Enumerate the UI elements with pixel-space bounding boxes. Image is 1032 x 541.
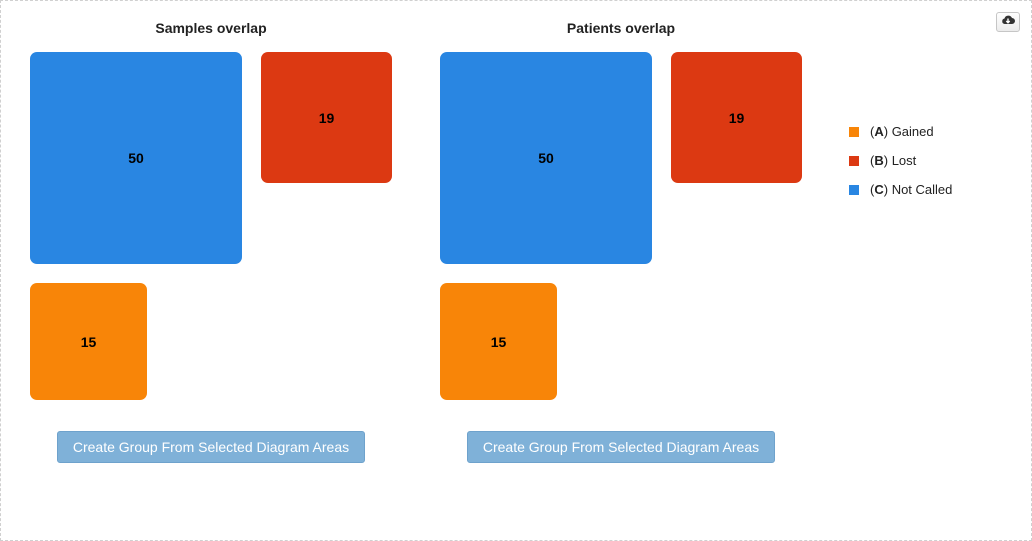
- patients-region-c-count: 50: [538, 150, 554, 166]
- patients-region-b-count: 19: [728, 109, 745, 126]
- samples-region-a[interactable]: 15: [30, 283, 147, 400]
- patients-overlap-title: Patients overlap: [566, 20, 676, 36]
- patients-region-b[interactable]: 19: [671, 52, 802, 183]
- samples-region-b-count: 19: [318, 109, 335, 126]
- download-button[interactable]: [996, 12, 1020, 32]
- not-called-swatch: [849, 184, 859, 195]
- legend-gained-letter: A: [874, 124, 884, 139]
- lost-swatch: [849, 155, 859, 166]
- legend-not-called-letter: C: [874, 182, 884, 197]
- legend: (A) Gained (B) Lost (C) Not Called: [849, 117, 952, 204]
- patients-region-a[interactable]: 15: [440, 283, 557, 400]
- patients-region-a-count: 15: [490, 333, 507, 350]
- legend-item-gained[interactable]: (A) Gained: [849, 117, 952, 146]
- samples-region-c[interactable]: 50: [30, 52, 242, 264]
- cloud-download-icon: [1001, 13, 1015, 31]
- samples-overlap-title: Samples overlap: [155, 20, 267, 36]
- legend-not-called-label: Not Called: [891, 182, 953, 197]
- samples-create-group-button[interactable]: Create Group From Selected Diagram Areas: [57, 431, 365, 463]
- gained-swatch: [849, 126, 859, 137]
- samples-region-b[interactable]: 19: [261, 52, 392, 183]
- samples-region-c-count: 50: [128, 150, 144, 166]
- legend-gained-label: Gained: [891, 124, 934, 139]
- patients-create-group-button[interactable]: Create Group From Selected Diagram Areas: [467, 431, 775, 463]
- legend-item-not-called[interactable]: (C) Not Called: [849, 175, 952, 204]
- legend-not-called-text: (C) Not Called: [870, 182, 953, 197]
- samples-region-a-count: 15: [80, 333, 97, 350]
- legend-lost-label: Lost: [891, 153, 917, 168]
- patients-region-c[interactable]: 50: [440, 52, 652, 264]
- legend-lost-text: (B) Lost: [870, 153, 917, 168]
- legend-gained-text: (A) Gained: [870, 124, 934, 139]
- legend-lost-letter: B: [874, 153, 884, 168]
- legend-item-lost[interactable]: (B) Lost: [849, 146, 952, 175]
